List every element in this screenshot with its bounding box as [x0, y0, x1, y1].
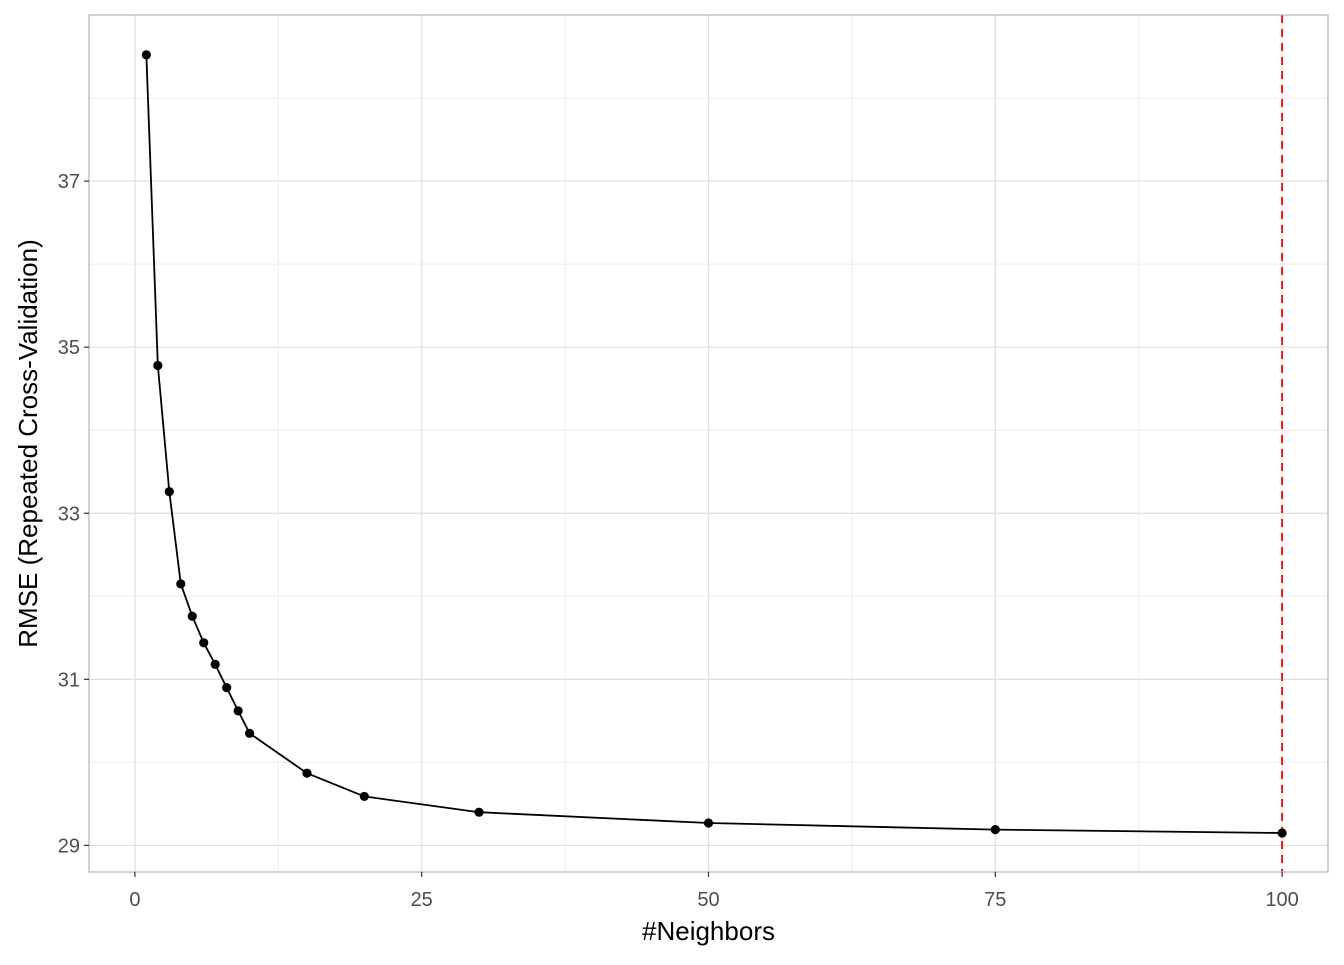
x-axis-ticks: 0 25 50 75 100: [129, 872, 1299, 911]
series-layer: [141, 50, 1287, 838]
rmse-data-point: [359, 791, 369, 802]
rmse-data-point: [164, 487, 174, 497]
x-tick-label: 100: [1265, 889, 1298, 911]
rmse-data-point: [233, 706, 243, 716]
rmse-data-point: [474, 807, 484, 817]
rmse-data-point: [990, 825, 1000, 835]
y-axis-title: RMSE (Repeated Cross-Validation): [13, 239, 43, 647]
x-tick-label: 25: [411, 889, 433, 911]
rmse-series-line: [145, 54, 1283, 834]
rmse-data-point: [210, 659, 220, 669]
x-axis-title: #Neighbors: [642, 916, 775, 946]
rmse-data-point: [222, 683, 232, 693]
rmse-data-point: [153, 360, 163, 371]
major-gridlines: [89, 15, 1328, 872]
x-tick-label: 75: [984, 889, 1006, 911]
rmse-data-point: [176, 579, 186, 589]
y-tick-label: 37: [58, 171, 80, 193]
y-axis-ticks: 29 31 33 35 37: [58, 171, 89, 857]
rmse-data-point: [141, 50, 151, 60]
y-tick-label: 35: [58, 337, 80, 359]
y-tick-label: 33: [58, 503, 80, 525]
rmse-data-point: [245, 728, 255, 738]
y-tick-label: 31: [58, 669, 80, 691]
y-tick-label: 29: [58, 835, 80, 857]
rmse-data-point: [703, 818, 714, 828]
rmse-data-point: [199, 638, 209, 648]
rmse-data-point: [187, 611, 197, 621]
x-tick-label: 0: [129, 889, 140, 911]
rmse-data-point: [302, 768, 312, 778]
x-tick-label: 50: [697, 889, 719, 911]
rmse-data-point: [1277, 828, 1287, 838]
